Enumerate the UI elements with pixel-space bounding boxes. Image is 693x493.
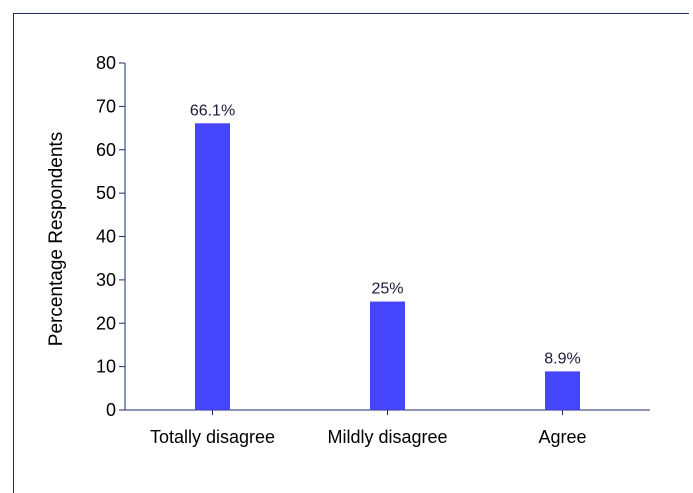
- chart-frame: [13, 13, 689, 493]
- y-tick-label: 10: [96, 357, 116, 377]
- category-label: Agree: [538, 427, 586, 447]
- y-tick-label: 60: [96, 140, 116, 160]
- bar: [195, 123, 230, 410]
- data-label: 8.9%: [544, 350, 580, 367]
- category-labels: Totally disagree Mildly disagree Agree: [150, 427, 587, 447]
- bar: [370, 301, 405, 410]
- data-label: 66.1%: [190, 102, 235, 119]
- bar: [545, 371, 580, 410]
- y-tick-label: 20: [96, 313, 116, 333]
- category-label: Mildly disagree: [327, 427, 447, 447]
- y-tick-label: 30: [96, 270, 116, 290]
- bars: [195, 123, 580, 410]
- category-label: Totally disagree: [150, 427, 275, 447]
- y-tick-label: 70: [96, 96, 116, 116]
- y-tick-label: 50: [96, 183, 116, 203]
- y-axis-title: Percentage Respondents: [46, 132, 67, 346]
- y-tick-label: 80: [96, 53, 116, 73]
- data-label: 25%: [371, 281, 403, 298]
- y-tick-label: 0: [106, 400, 116, 420]
- y-tick-label: 40: [96, 227, 116, 247]
- data-labels: 66.1% 25% 8.9%: [190, 102, 581, 367]
